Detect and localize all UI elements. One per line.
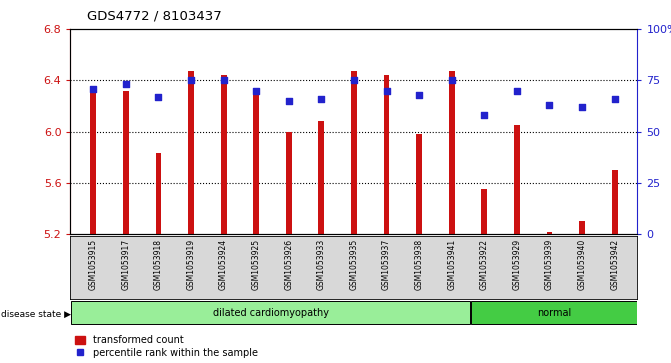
Point bbox=[511, 87, 522, 93]
Text: GSM1053915: GSM1053915 bbox=[89, 239, 98, 290]
Bar bbox=[514, 125, 520, 234]
Text: GDS4772 / 8103437: GDS4772 / 8103437 bbox=[87, 9, 222, 22]
Point bbox=[316, 96, 327, 102]
Point bbox=[609, 96, 620, 102]
FancyBboxPatch shape bbox=[471, 301, 637, 324]
Text: normal: normal bbox=[537, 307, 571, 318]
Point bbox=[153, 94, 164, 99]
Bar bbox=[416, 134, 422, 234]
Bar bbox=[481, 189, 487, 234]
Point bbox=[121, 82, 132, 87]
Bar bbox=[123, 91, 129, 234]
Bar bbox=[286, 132, 292, 234]
Point bbox=[186, 77, 197, 83]
Point bbox=[251, 87, 262, 93]
Point bbox=[446, 77, 457, 83]
Text: GSM1053918: GSM1053918 bbox=[154, 239, 163, 290]
Point bbox=[349, 77, 360, 83]
Text: GSM1053924: GSM1053924 bbox=[219, 239, 228, 290]
Point bbox=[576, 104, 587, 110]
Text: GSM1053933: GSM1053933 bbox=[317, 239, 326, 290]
Bar bbox=[319, 121, 324, 234]
Text: GSM1053919: GSM1053919 bbox=[187, 239, 195, 290]
Text: GSM1053925: GSM1053925 bbox=[252, 239, 261, 290]
Bar bbox=[253, 92, 259, 234]
Text: dilated cardiomyopathy: dilated cardiomyopathy bbox=[213, 307, 329, 318]
Bar bbox=[547, 232, 552, 234]
Text: GSM1053935: GSM1053935 bbox=[350, 239, 358, 290]
Legend: transformed count, percentile rank within the sample: transformed count, percentile rank withi… bbox=[75, 335, 258, 358]
Point bbox=[283, 98, 294, 104]
Text: GSM1053940: GSM1053940 bbox=[578, 239, 586, 290]
Bar bbox=[91, 92, 96, 234]
Bar bbox=[351, 72, 357, 234]
Bar bbox=[449, 72, 455, 234]
Text: GSM1053941: GSM1053941 bbox=[447, 239, 456, 290]
Point bbox=[381, 87, 392, 93]
FancyBboxPatch shape bbox=[71, 301, 470, 324]
Text: GSM1053938: GSM1053938 bbox=[415, 239, 423, 290]
Point bbox=[414, 92, 425, 98]
Bar bbox=[612, 170, 617, 234]
Point bbox=[544, 102, 555, 108]
Text: GSM1053937: GSM1053937 bbox=[382, 239, 391, 290]
Point bbox=[218, 77, 229, 83]
Bar bbox=[579, 221, 585, 234]
Bar bbox=[188, 72, 194, 234]
Bar bbox=[221, 75, 227, 234]
Text: GSM1053926: GSM1053926 bbox=[285, 239, 293, 290]
Text: GSM1053939: GSM1053939 bbox=[545, 239, 554, 290]
Text: disease state ▶: disease state ▶ bbox=[1, 310, 70, 318]
Point bbox=[88, 86, 99, 91]
Text: GSM1053917: GSM1053917 bbox=[121, 239, 130, 290]
Bar bbox=[156, 154, 161, 234]
Text: GSM1053942: GSM1053942 bbox=[610, 239, 619, 290]
Text: GSM1053929: GSM1053929 bbox=[513, 239, 521, 290]
Text: GSM1053922: GSM1053922 bbox=[480, 239, 488, 290]
Bar bbox=[384, 75, 389, 234]
Point bbox=[479, 112, 490, 118]
